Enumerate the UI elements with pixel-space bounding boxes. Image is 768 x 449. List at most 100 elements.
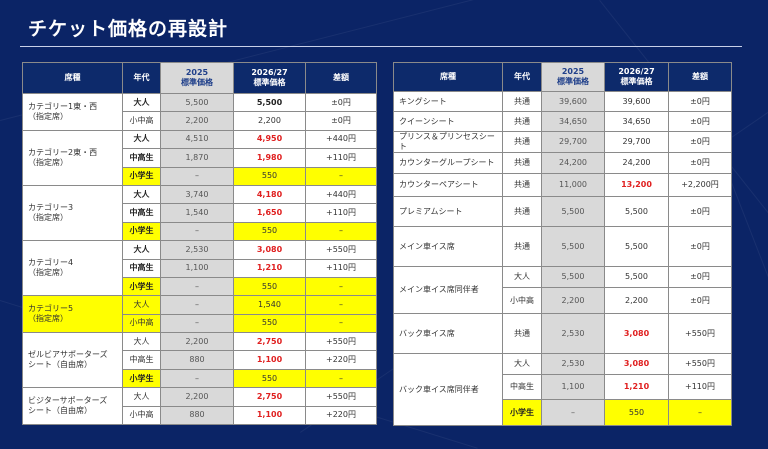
age-group: 共通 <box>502 111 542 132</box>
price-diff: ±0円 <box>668 111 732 132</box>
header-diff: 差額 <box>668 62 732 92</box>
table-row: メイン車イス席 共通 5,500 5,500 ±0円 <box>393 226 732 267</box>
price-2026: 1,210 <box>604 374 669 400</box>
price-diff: ±0円 <box>668 266 732 288</box>
price-diff: ±0円 <box>305 92 377 113</box>
header-2025: 2025 標準価格 <box>541 62 605 92</box>
price-2026: 550 <box>604 399 669 426</box>
header-seat: 席種 <box>393 62 503 92</box>
header-2025-label: 標準価格 <box>181 78 213 87</box>
price-2025: 5,500 <box>160 92 234 113</box>
seat-name: メイン車イス席 <box>393 226 503 267</box>
age-group: 小中高 <box>502 287 542 314</box>
seat-name: カテゴリー3 （指定席） <box>22 184 123 242</box>
price-2026: 5,500 <box>604 196 669 227</box>
price-2025: 2,530 <box>541 313 605 354</box>
header-2026: 2026/27 標準価格 <box>604 62 669 92</box>
price-2026: 1,210 <box>233 258 306 278</box>
seat-name: ゼルビアサポーターズ シート（自由席） <box>22 332 123 389</box>
price-2025: 2,200 <box>160 111 234 131</box>
table-row: カテゴリー3 （指定席） 大人 3,740 4,180 +440円 <box>22 184 377 242</box>
table-row: 小学生 –550– <box>23 276 377 297</box>
seat-name: カテゴリー2東・西 （指定席） <box>22 129 123 186</box>
price-2025: – <box>541 399 605 426</box>
header-2026: 2026/27 標準価格 <box>233 62 306 94</box>
seat-name: バック車イス席同伴者 <box>393 353 503 426</box>
price-2026: 5,500 <box>604 226 669 267</box>
age-group: 小学生 <box>502 399 542 426</box>
price-2025: 2,530 <box>160 240 234 260</box>
price-diff: – <box>305 276 377 297</box>
age-group: 小学生 <box>122 368 161 389</box>
price-2026: 3,080 <box>233 240 306 260</box>
age-group: 大人 <box>122 387 161 407</box>
price-2025: – <box>160 166 234 186</box>
price-diff: – <box>668 399 732 426</box>
seat-name: カテゴリー4 （指定席） <box>22 240 123 297</box>
header-2025-year: 2025 <box>185 68 209 77</box>
price-2025: – <box>160 368 234 389</box>
age-group: 共通 <box>502 313 542 354</box>
price-2026: 39,600 <box>604 91 669 112</box>
price-diff: ±0円 <box>668 91 732 112</box>
price-2026: 1,650 <box>233 203 306 223</box>
price-diff: – <box>305 295 377 315</box>
seat-name: キングシート <box>393 91 503 112</box>
header-2025: 2025 標準価格 <box>160 62 234 94</box>
age-group: 大人 <box>122 240 161 260</box>
price-2025: 5,500 <box>541 196 605 227</box>
price-2026: 3,080 <box>604 313 669 354</box>
price-2025: 11,000 <box>541 173 605 197</box>
age-group: 大人 <box>502 266 542 288</box>
price-diff: +220円 <box>305 405 377 426</box>
price-2026: 3,080 <box>604 353 669 375</box>
price-diff: – <box>305 368 377 389</box>
price-diff: +550円 <box>305 387 377 407</box>
price-2026: 13,200 <box>604 173 669 197</box>
age-group: 大人 <box>122 129 161 150</box>
table-row: ゼルビアサポーターズ シート（自由席） 大人 2,200 2,750 +550円 <box>22 332 377 389</box>
table-row: クイーンシート 共通 34,650 34,650 ±0円 <box>393 111 732 132</box>
price-diff: ±0円 <box>668 226 732 267</box>
age-group: 小学生 <box>122 276 161 297</box>
age-group: 小中高 <box>122 111 161 131</box>
age-group: 共通 <box>502 173 542 197</box>
price-diff: +550円 <box>668 353 732 375</box>
age-group: 共通 <box>502 226 542 267</box>
price-2026: 550 <box>233 221 306 242</box>
price-2025: – <box>160 295 234 315</box>
price-diff: ±0円 <box>668 152 732 174</box>
header-age: 年代 <box>502 62 542 92</box>
price-2026: 2,750 <box>233 332 306 352</box>
price-2025: 29,700 <box>541 131 605 153</box>
price-table-right: 席種 年代 2025 標準価格 2026/27 標準価格 差額 キングシート 共通 39,600 3… <box>393 62 732 426</box>
age-group: 大人 <box>122 332 161 352</box>
price-2026: 550 <box>233 276 306 297</box>
table-row: キングシート 共通 39,600 39,600 ±0円 <box>393 91 732 112</box>
price-2025: 1,540 <box>160 203 234 223</box>
price-diff: +110円 <box>668 374 732 400</box>
price-2025: 24,200 <box>541 152 605 174</box>
title-divider <box>20 46 742 47</box>
price-2026: 1,100 <box>233 350 306 370</box>
age-group: 小学生 <box>122 221 161 242</box>
table-row: ビジターサポーターズ シート（自由席） 大人 2,200 2,750 +550円 <box>22 387 377 426</box>
price-2026: 2,200 <box>604 287 669 314</box>
price-table-left: 席種 年代 2025 標準価格 2026/27 標準価格 差額 カテゴリー1東・西 （指定席）… <box>22 62 377 426</box>
age-group: 中高生 <box>122 350 161 370</box>
age-group: 中高生 <box>122 148 161 168</box>
price-2025: 5,500 <box>541 226 605 267</box>
seat-name: カウンターペアシート <box>393 173 503 197</box>
price-diff: +440円 <box>305 129 377 150</box>
table-row: カウンターグループシート 共通 24,200 24,200 ±0円 <box>393 152 732 174</box>
table-row: 小学生 –550– <box>23 166 377 186</box>
table-row: 小学生 –550– <box>23 368 377 389</box>
price-2026: 5,500 <box>604 266 669 288</box>
age-group: 大人 <box>122 184 161 205</box>
price-2025: – <box>160 276 234 297</box>
price-2025: 2,530 <box>541 353 605 375</box>
age-group: 共通 <box>502 196 542 227</box>
table-row: プリンス＆プリンセスシート 共通 29,700 29,700 ±0円 <box>393 131 732 153</box>
price-2026: 550 <box>233 166 306 186</box>
price-diff: +550円 <box>305 240 377 260</box>
